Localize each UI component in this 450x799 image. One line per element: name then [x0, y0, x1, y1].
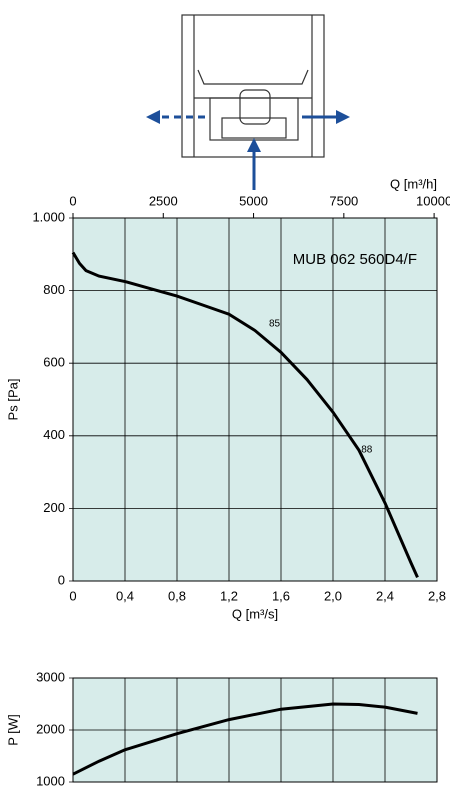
x-axis-label: Q [m³/s]	[232, 606, 278, 621]
chart-title: MUB 062 560D4/F	[293, 251, 417, 268]
x-tick-label: 0,4	[116, 588, 134, 603]
x2-tick-label: 10000	[416, 193, 450, 208]
y-tick-label: 200	[43, 500, 65, 515]
x-tick-label: 2,4	[376, 588, 394, 603]
y-tick-label: 800	[43, 282, 65, 297]
x2-tick-label: 2500	[149, 193, 178, 208]
x-tick-label: 2,0	[324, 588, 342, 603]
x2-axis-label: Q [m³/h]	[390, 176, 437, 191]
x-tick-label: 0,8	[168, 588, 186, 603]
flow-arrows	[146, 110, 350, 190]
y-tick-label: 1.000	[32, 209, 65, 224]
annotation: 88	[361, 445, 373, 456]
x-tick-label: 0	[69, 588, 76, 603]
y-tick-label: 600	[43, 355, 65, 370]
y-tick-label: 1000	[36, 773, 65, 788]
x-tick-label: 1,2	[220, 588, 238, 603]
annotation: 85	[269, 319, 281, 330]
x-tick-label: 1,6	[272, 588, 290, 603]
y-tick-label: 2000	[36, 721, 65, 736]
y-tick-label: 400	[43, 427, 65, 442]
y-tick-label: 0	[58, 572, 65, 587]
x-tick-label: 2,8	[428, 588, 446, 603]
y-axis-label: Ps [Pa]	[5, 379, 20, 421]
plot-area	[72, 217, 438, 582]
curve	[71, 251, 419, 578]
y-tick-label: 3000	[36, 669, 65, 684]
x2-tick-label: 5000	[239, 193, 268, 208]
fan-diagram	[181, 14, 325, 158]
x2-tick-label: 0	[69, 193, 76, 208]
x2-tick-label: 7500	[329, 193, 358, 208]
curve	[72, 702, 418, 776]
y-axis-label: P [W]	[5, 714, 20, 746]
